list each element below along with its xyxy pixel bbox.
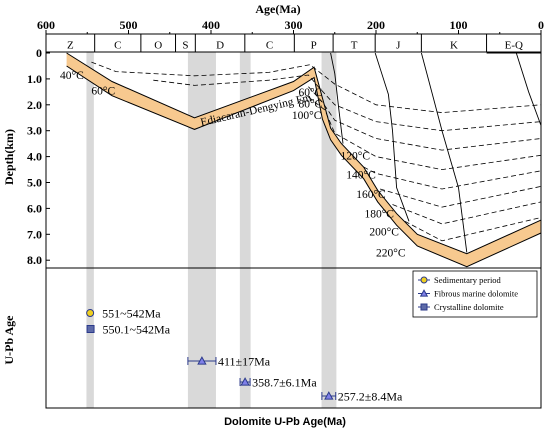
legend-marker	[419, 289, 429, 297]
legend-marker	[420, 276, 428, 284]
x-tick-label: 600	[37, 18, 55, 32]
temperature-label: 40°C	[60, 70, 84, 82]
temperature-label: 100°C	[292, 110, 322, 122]
data-point-label: 358.7±6.1Ma	[252, 376, 317, 390]
temperature-label: 220°C	[376, 247, 406, 259]
y-tick-label: 0	[36, 46, 42, 60]
y-tick-label: 5.0	[27, 176, 42, 190]
burial-line	[330, 52, 344, 144]
shaded-band	[86, 52, 94, 408]
period-strip: Z C O S D C P T J K E-Q	[67, 34, 523, 52]
period-label: O	[154, 40, 162, 52]
temperature-label: 160°C	[356, 189, 386, 201]
y-tick-label: 2.0	[27, 98, 42, 112]
y-tick-label: 7.0	[27, 227, 42, 241]
y-tick-label: 8.0	[27, 253, 42, 267]
shaded-band	[239, 52, 251, 408]
temperature-label: 120°C	[341, 150, 371, 162]
burial-line	[515, 52, 542, 126]
temperature-label: 140°C	[346, 170, 376, 182]
lower-panel: 551~542Ma 550.1~542Ma 411±17Ma 358.7±6.1Ma 2…	[86, 307, 403, 404]
x-tick-label: 500	[120, 18, 138, 32]
x-tick-label: 100	[450, 18, 468, 32]
burial-lines	[330, 52, 542, 253]
data-point-label: 257.2±8.4Ma	[338, 390, 403, 404]
isotherm-line	[392, 201, 542, 225]
lower-x-axis-title: Dolomite U-Pb Age(Ma)	[224, 416, 346, 428]
data-point	[86, 325, 95, 333]
formation-layer: Ediacaran-Dengying Fm.	[66, 52, 542, 268]
legend-box	[412, 270, 538, 318]
isotherm-line	[379, 186, 542, 208]
x-tick-label: 0	[538, 18, 544, 32]
isotherm-line	[91, 61, 542, 114]
legend-label: Fibrous marine dolomite	[434, 289, 518, 299]
lower-y-axis-title: U-Pb Age	[2, 315, 16, 365]
period-label: T	[351, 40, 358, 52]
data-point-label: 550.1~542Ma	[103, 323, 171, 337]
burial-line	[374, 52, 410, 222]
y-tick-label: 4.0	[27, 150, 42, 164]
period-label: S	[182, 40, 188, 52]
y-tick-label: 6.0	[27, 201, 42, 215]
legend-marker	[420, 303, 428, 311]
chart-legend: Sedimentary period Fibrous marine dolomit…	[412, 270, 538, 318]
data-point-label: 411±17Ma	[218, 355, 271, 369]
x-tick-label: 400	[202, 18, 220, 32]
legend-label: Crystalline dolomite	[434, 302, 504, 312]
y-tick-label: 1.0	[27, 72, 42, 86]
isotherm-lines	[91, 61, 542, 242]
temperature-label: 200°C	[369, 227, 399, 239]
data-point	[197, 356, 207, 365]
temperature-label: 60°C	[298, 87, 322, 99]
formation-bottom-line	[66, 65, 542, 268]
data-point-label: 551~542Ma	[102, 307, 161, 321]
period-label: C	[114, 40, 121, 52]
x-tick-label: 300	[285, 18, 303, 32]
x-axis-title: Age(Ma)	[255, 2, 300, 16]
period-label: E-Q	[505, 40, 523, 52]
isotherm-line	[153, 74, 542, 132]
formation-top-line	[66, 52, 542, 255]
period-label: D	[216, 40, 224, 52]
data-point	[86, 309, 95, 317]
isotherm-line	[308, 86, 542, 151]
legend-label: Sedimentary period	[434, 275, 502, 285]
period-label: J	[396, 40, 401, 52]
shaded-band	[187, 52, 216, 408]
period-label: Z	[67, 40, 74, 52]
isotherm-line	[363, 166, 542, 190]
temperature-label: 180°C	[364, 209, 394, 221]
isotherm-line	[308, 96, 542, 171]
x-axis: 600 500 400 300 200 100 0	[37, 18, 544, 34]
isotherm-line	[404, 217, 542, 242]
y-tick-label: 3.0	[27, 124, 42, 138]
formation-area	[66, 53, 541, 267]
data-point	[240, 377, 250, 386]
x-tick-label: 200	[367, 18, 385, 32]
period-label: P	[311, 40, 317, 52]
temperature-label: 60°C	[91, 86, 115, 98]
y-axis: 0 1.0 2.0 3.0 4.0 5.0 6.0 7.0 8.0	[27, 46, 50, 267]
period-label: C	[266, 40, 273, 52]
period-label: K	[450, 40, 458, 52]
upper-y-axis-title: Depth(km)	[2, 129, 16, 185]
data-point	[324, 391, 334, 400]
temperature-labels: 40°C60°C 60°C80°C100°C120°C140°C160°C180°…	[60, 70, 406, 259]
temperature-label: 80°C	[298, 99, 322, 111]
burial-line	[420, 52, 468, 253]
